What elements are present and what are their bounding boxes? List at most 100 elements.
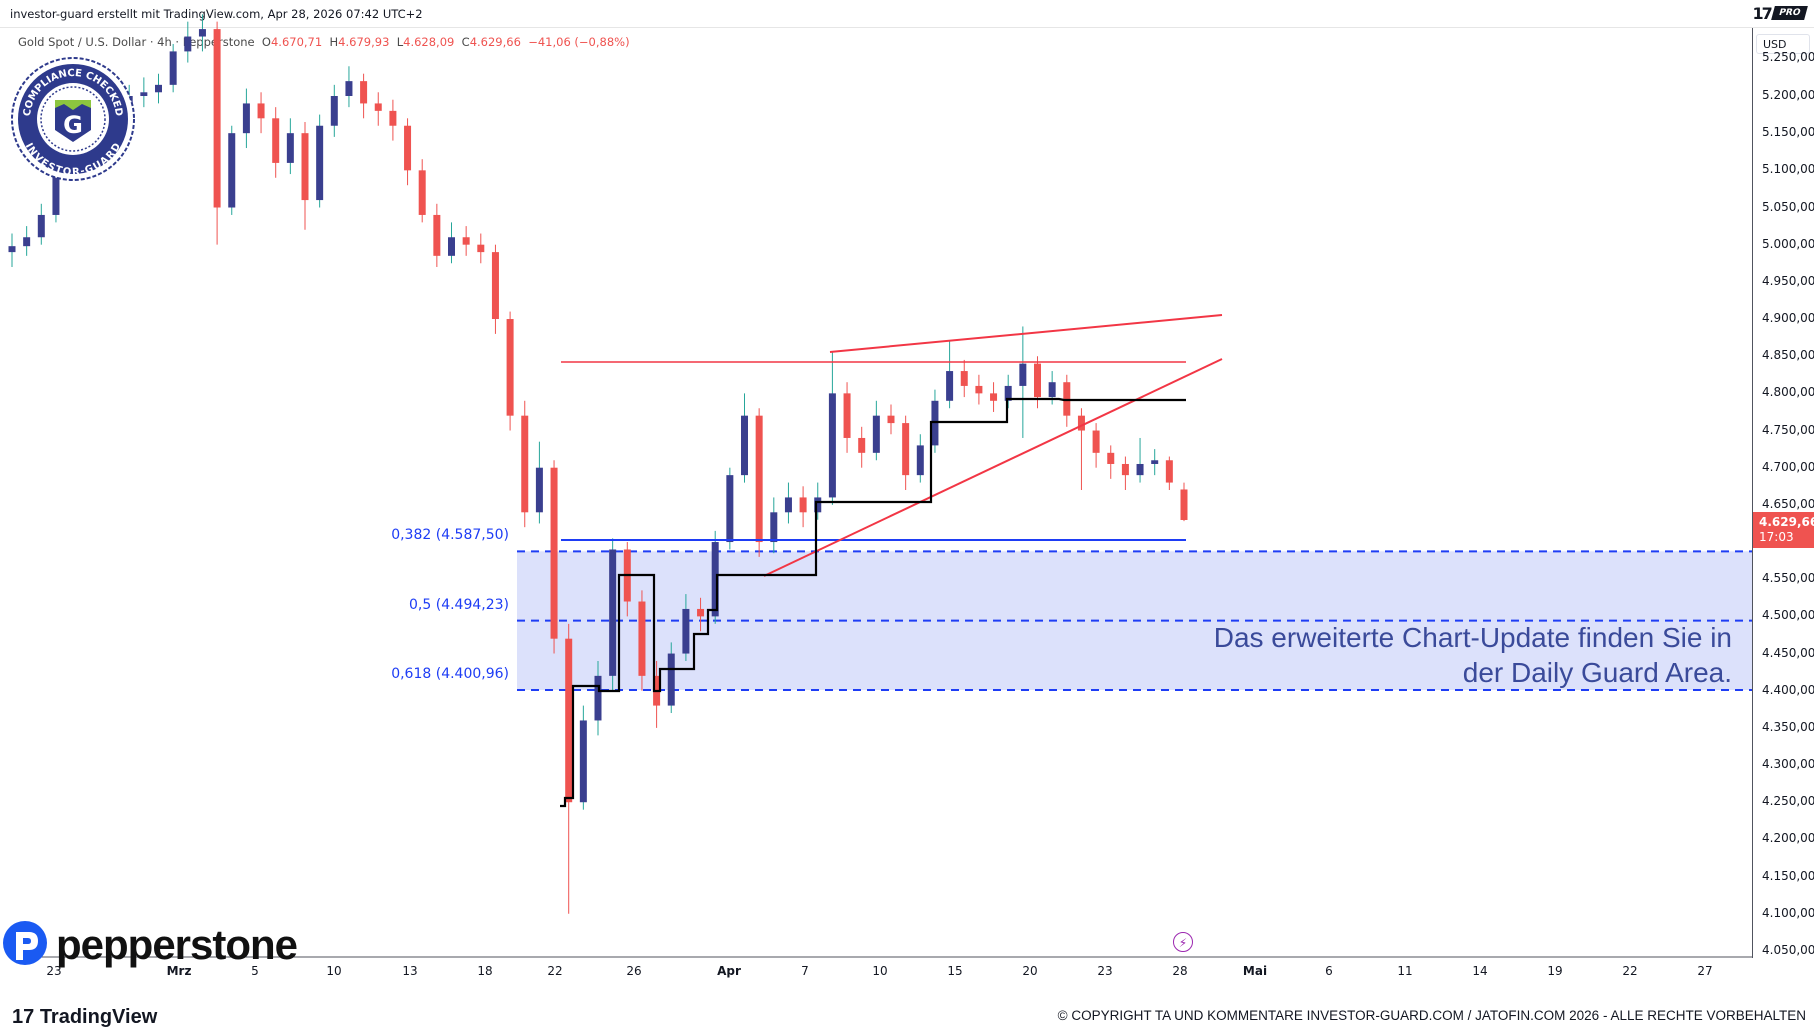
close-value: 4.629,66 (469, 35, 521, 49)
candle-body[interactable] (506, 319, 514, 416)
candle-body[interactable] (433, 214, 441, 256)
candle-body[interactable] (872, 415, 880, 453)
candle-body[interactable] (389, 110, 397, 126)
candle-body[interactable] (448, 237, 455, 256)
candle-body[interactable] (198, 29, 206, 37)
candle-body[interactable] (374, 103, 382, 111)
compliance-seal-logo: COMPLIANCE CHECKED INVESTOR-GUARD G (11, 57, 135, 181)
candle-body[interactable] (360, 81, 368, 104)
price-tick-label: 5.050,00 (1762, 199, 1814, 214)
candle-body[interactable] (535, 467, 543, 513)
candle-body[interactable] (1048, 382, 1056, 398)
candle-body[interactable] (565, 638, 573, 803)
candle-body[interactable] (228, 133, 236, 208)
candle-body[interactable] (242, 103, 250, 134)
time-tick-label: 10 (872, 964, 888, 978)
flash-icon[interactable]: ⚡ (1173, 932, 1193, 952)
candle-body[interactable] (784, 497, 792, 513)
candle-body[interactable] (1019, 363, 1027, 386)
candle-body[interactable] (491, 252, 499, 320)
candle-body[interactable] (902, 423, 910, 476)
candle-body[interactable] (184, 36, 192, 52)
candle-body[interactable] (887, 415, 895, 424)
candle-body[interactable] (8, 246, 16, 253)
tradingview-mark-icon: 17 (12, 1006, 40, 1028)
price-tick-label: 4.200,00 (1762, 831, 1814, 846)
candle-body[interactable] (316, 125, 324, 201)
price-tick-label: 4.650,00 (1762, 496, 1814, 511)
candle-body[interactable] (37, 214, 45, 238)
pepperstone-logo: pepperstone (0, 920, 298, 970)
price-axis[interactable] (1752, 28, 1814, 958)
price-tick-label: 4.300,00 (1762, 757, 1814, 772)
candle-body[interactable] (1092, 430, 1100, 453)
candle-body[interactable] (1180, 489, 1188, 520)
candle-body[interactable] (462, 237, 470, 245)
time-tick-label: Mrz (166, 964, 192, 978)
candle-body[interactable] (272, 118, 280, 163)
fib-level-label: 0,382 (4.587,50) (391, 527, 509, 544)
candle-body[interactable] (726, 475, 734, 543)
candle-body[interactable] (946, 371, 954, 401)
candle-body[interactable] (477, 244, 485, 253)
candle-body[interactable] (990, 393, 998, 401)
price-tick-label: 4.700,00 (1762, 459, 1814, 474)
last-price: 4.629,66 (1759, 515, 1814, 529)
candle-body[interactable] (667, 653, 675, 706)
symbol-title[interactable]: Gold Spot / U.S. Dollar · 4h · Peppersto… (18, 35, 255, 49)
candle-body[interactable] (345, 81, 353, 96)
candle-body[interactable] (579, 720, 587, 803)
candle-body[interactable] (330, 96, 338, 126)
candle-body[interactable] (52, 155, 60, 215)
candle-body[interactable] (609, 549, 617, 676)
wedge-upper-line[interactable] (829, 314, 1223, 353)
candle-body[interactable] (843, 393, 851, 438)
candle-body[interactable] (257, 103, 265, 119)
candle-body[interactable] (755, 415, 763, 543)
candle-body[interactable] (799, 497, 807, 513)
candle-body[interactable] (521, 415, 529, 513)
step-line[interactable] (560, 397, 1186, 808)
candle-body[interactable] (858, 437, 866, 453)
time-tick-label: 7 (801, 964, 809, 978)
candle-body[interactable] (1151, 460, 1159, 464)
candle-body[interactable] (213, 29, 221, 208)
candle-body[interactable] (1165, 460, 1173, 483)
tradingview-logo: 17 TradingView (12, 1006, 157, 1029)
candle-body[interactable] (741, 415, 748, 476)
symbol-legend[interactable]: Gold Spot / U.S. Dollar · 4h · Peppersto… (18, 35, 630, 49)
candle-body[interactable] (960, 371, 968, 386)
candle-body[interactable] (1136, 463, 1144, 476)
time-tick-label: Apr (717, 964, 741, 978)
currency-selector[interactable]: USD (1756, 34, 1810, 54)
time-tick-label: 22 (547, 964, 563, 978)
candle-body[interactable] (550, 467, 558, 639)
candle-body[interactable] (404, 125, 412, 171)
change-value: −41,06 (−0,88%) (528, 35, 630, 49)
candle-body[interactable] (1004, 385, 1012, 401)
candle-body[interactable] (697, 608, 705, 617)
candle-body[interactable] (711, 542, 719, 617)
candle-body[interactable] (828, 393, 836, 498)
candle-body[interactable] (770, 512, 778, 543)
candle-body[interactable] (1107, 452, 1115, 464)
candle-body[interactable] (594, 675, 602, 721)
candle-body[interactable] (169, 51, 177, 85)
candle-body[interactable] (814, 497, 822, 513)
candle-body[interactable] (975, 385, 983, 394)
candle-body[interactable] (155, 84, 162, 93)
candle-body[interactable] (418, 170, 426, 215)
candle-body[interactable] (638, 601, 646, 676)
time-tick-label: 11 (1397, 964, 1413, 978)
candle-body[interactable] (286, 133, 294, 163)
candle-body[interactable] (1034, 363, 1041, 398)
candle-body[interactable] (682, 608, 690, 654)
candle-body[interactable] (1121, 463, 1129, 476)
candle-body[interactable] (1077, 415, 1085, 431)
candle-body[interactable] (301, 133, 309, 201)
candle-body[interactable] (23, 237, 31, 247)
candle-body[interactable] (140, 92, 148, 96)
candle-body[interactable] (916, 445, 924, 476)
wedge-lower-line[interactable] (763, 358, 1223, 577)
